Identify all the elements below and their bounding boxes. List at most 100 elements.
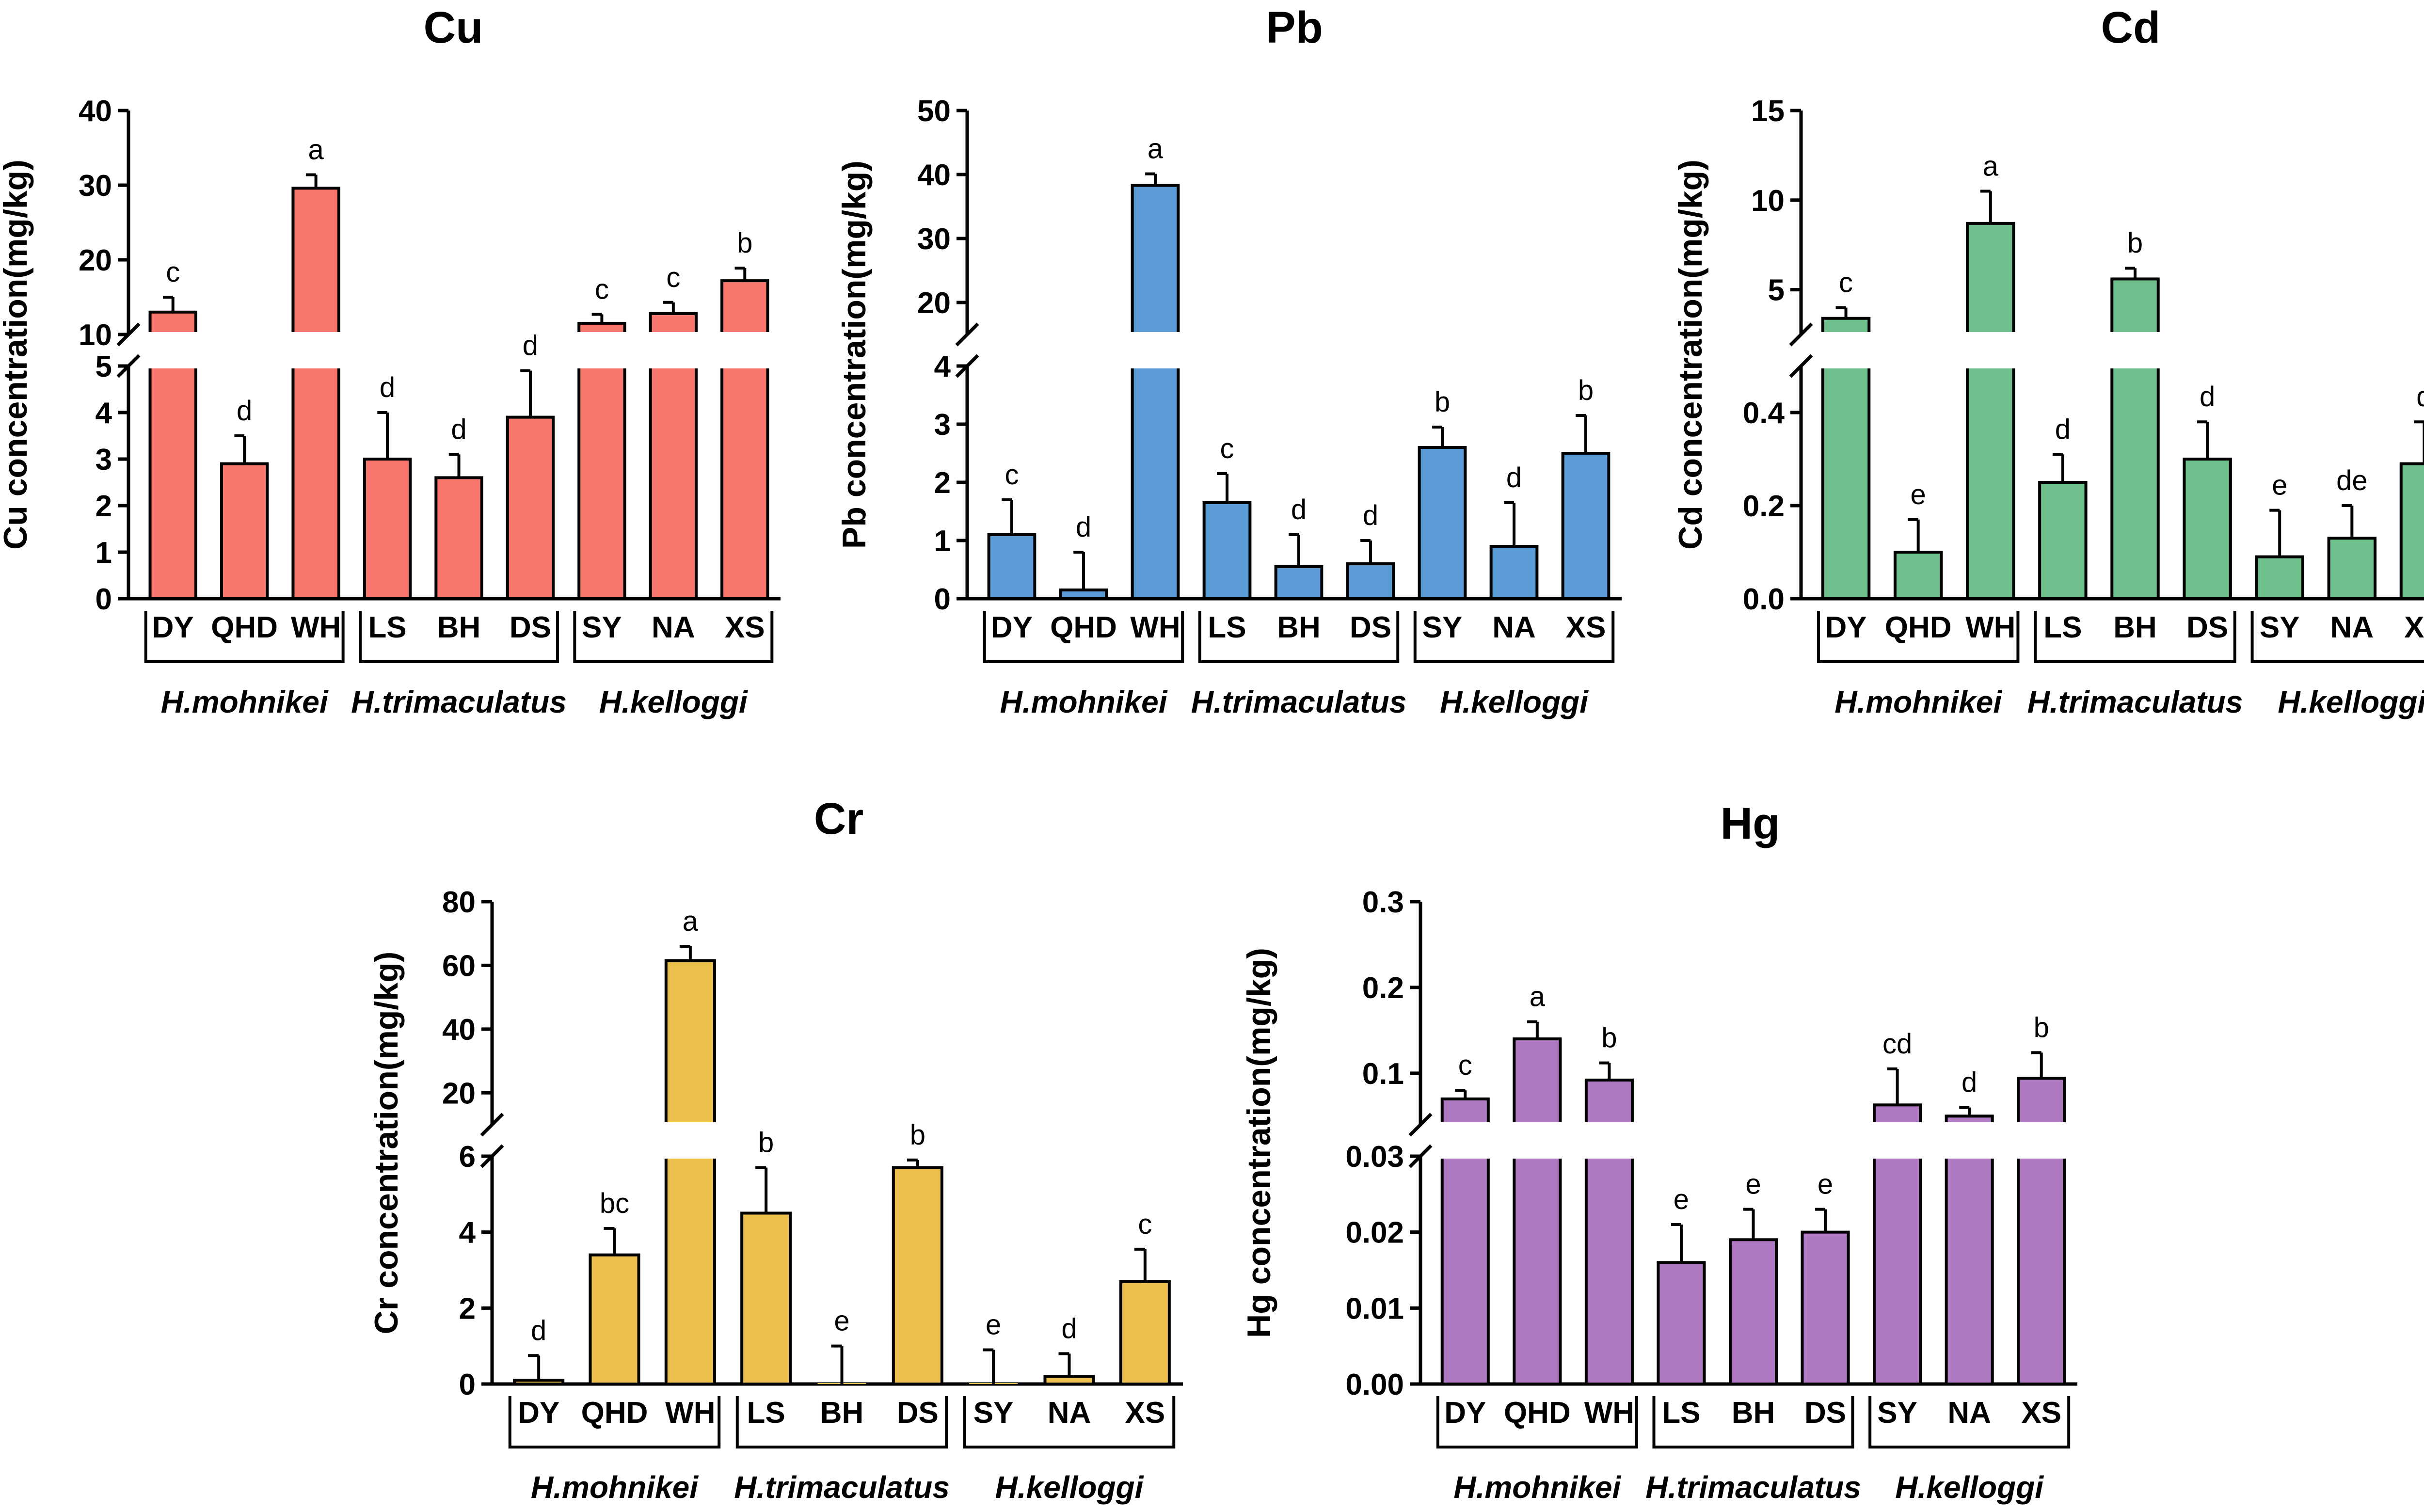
- y-tick-label: 20: [917, 286, 951, 320]
- group-bracket: [359, 611, 559, 663]
- x-tick-label: WH: [1130, 611, 1180, 644]
- y-tick-label: 10: [79, 318, 112, 352]
- y-tick-label: 0.4: [1743, 397, 1785, 430]
- group-bracket: [1436, 1396, 1638, 1448]
- group-bracket: [508, 1396, 721, 1448]
- bar-break-gap: [2110, 332, 2160, 339]
- x-tick-label: DS: [1804, 1396, 1846, 1430]
- bar: [1821, 365, 1871, 600]
- x-tick-label: XS: [1566, 611, 1606, 644]
- significance-letter: a: [308, 134, 324, 165]
- group-bracket: [2034, 611, 2236, 663]
- bar-break-gap: [1584, 1152, 1634, 1159]
- significance-letter: b: [2034, 1012, 2049, 1043]
- bar: [513, 1379, 565, 1386]
- bar-break-gap: [577, 332, 627, 339]
- x-tick-label: DY: [1444, 1396, 1486, 1430]
- y-tick-label: 40: [79, 95, 112, 128]
- bar: [1561, 452, 1611, 600]
- significance-letter: c: [1220, 433, 1234, 464]
- x-tick-label: BH: [437, 611, 481, 644]
- x-tick-label: BH: [820, 1396, 864, 1430]
- x-tick-label: NA: [1048, 1396, 1091, 1430]
- group-bracket: [1413, 611, 1615, 663]
- chart-title: Cr: [814, 794, 863, 844]
- x-tick-label: LS: [1208, 611, 1246, 644]
- x-tick-label: DY: [152, 611, 194, 644]
- x-tick-label: SY: [2260, 611, 2300, 644]
- chart-cd: Cd Cd concentration(mg/kg) 0.0 0.2 0.4 5 10 15 c…: [1672, 3, 2424, 719]
- bar-break-gap: [291, 362, 341, 368]
- x-tick-label: LS: [368, 611, 406, 644]
- significance-letter: b: [1601, 1022, 1617, 1054]
- group-kelloggi-label: H.kelloggi: [1440, 684, 1589, 719]
- significance-letter: d: [1506, 462, 1522, 493]
- bar: [148, 310, 197, 336]
- chart-cu: Cu Cu concentration(mg/kg) 0 1 2 3 4 510 20 30 40 c…: [0, 3, 781, 719]
- significance-letter: c: [666, 262, 680, 293]
- bar-break-gap: [664, 1152, 717, 1159]
- bar-break-gap: [2016, 1152, 2067, 1159]
- y-tick-label: 20: [442, 1077, 476, 1110]
- bar: [1131, 184, 1180, 336]
- axis-break-mark: [1789, 322, 1813, 347]
- chart-title: Hg: [1721, 799, 1780, 848]
- group-kelloggi-label: H.kelloggi: [1895, 1470, 2044, 1505]
- axis-break-mark: [955, 322, 979, 347]
- y-tick-label: 40: [917, 159, 951, 192]
- x-tick-label: QHD: [581, 1396, 648, 1430]
- bar-break-gap: [1965, 362, 2016, 368]
- bar: [148, 365, 197, 600]
- y-tick-label: 0.2: [1743, 490, 1785, 523]
- significance-letter: d: [237, 395, 252, 427]
- group-mohnikei-label: H.mohnikei: [531, 1470, 699, 1505]
- y-tick-label: 0.2: [1362, 971, 1404, 1005]
- significance-letter: a: [1530, 981, 1546, 1013]
- bar-break-gap: [664, 1122, 717, 1129]
- significance-letter: e: [834, 1305, 849, 1337]
- x-tick-label: BH: [2113, 611, 2157, 644]
- x-tick-label: WH: [291, 611, 341, 644]
- bar-break-gap: [1872, 1122, 1923, 1129]
- x-tick-label: DS: [510, 611, 551, 644]
- significance-letter: d: [531, 1315, 546, 1346]
- bar-break-gap: [1944, 1152, 1994, 1159]
- bar: [291, 365, 340, 600]
- significance-letter: b: [910, 1119, 925, 1151]
- axis-break-mark: [1408, 1113, 1433, 1137]
- x-tick-label: XS: [1125, 1396, 1165, 1430]
- bar: [1418, 446, 1467, 600]
- significance-letter: e: [1818, 1169, 1833, 1200]
- bar: [649, 365, 698, 600]
- bar-break-gap: [1872, 1152, 1923, 1159]
- y-tick-label: 4: [96, 397, 112, 430]
- y-tick-label: 2: [934, 466, 951, 500]
- x-tick-label: DY: [518, 1396, 559, 1430]
- x-tick-label: LS: [747, 1396, 785, 1430]
- y-tick-label: 5: [96, 350, 112, 383]
- significance-letter: de: [2336, 465, 2368, 496]
- bar-break-gap: [291, 332, 341, 339]
- bar-break-gap: [1965, 332, 2016, 339]
- x-tick-label: XS: [2404, 611, 2424, 644]
- x-tick-label: BH: [1732, 1396, 1775, 1430]
- significance-letter: a: [1983, 150, 1999, 182]
- bar-break-gap: [2016, 1122, 2067, 1129]
- chart-cr: Cr Cr concentration(mg/kg) 0 2 4 6 20 40 60 80 d DY…: [368, 794, 1183, 1505]
- bar: [649, 312, 698, 336]
- bar: [2017, 1155, 2066, 1385]
- significance-letter: d: [523, 330, 538, 362]
- y-tick-label: 10: [1751, 184, 1785, 218]
- significance-letter: c: [1458, 1050, 1472, 1081]
- chart-title: Pb: [1266, 3, 1323, 52]
- x-tick-label: BH: [1277, 611, 1321, 644]
- group-bracket: [983, 611, 1184, 663]
- bar: [1945, 1155, 1994, 1385]
- group-bracket: [1198, 611, 1400, 663]
- bar-break-gap: [148, 362, 198, 368]
- y-tick-label: 2: [96, 490, 112, 523]
- y-tick-label: 1: [934, 525, 951, 558]
- x-tick-label: DS: [897, 1396, 939, 1430]
- bar-break-gap: [148, 332, 198, 339]
